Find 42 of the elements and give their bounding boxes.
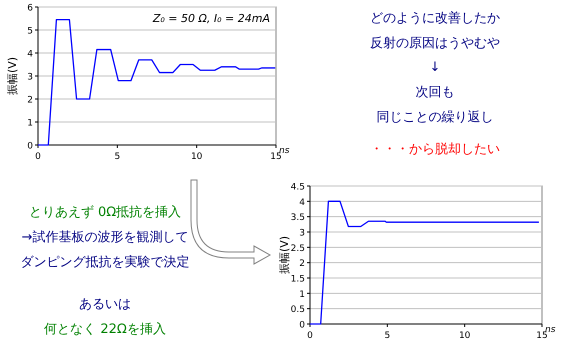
text: あるいは xyxy=(79,297,131,312)
annotation: Z₀ = 50 Ω, I₀ = 24mA xyxy=(152,12,270,25)
text: とりあえず 0Ω抵抗を挿入 xyxy=(28,205,182,220)
y-tick-label: 2.5 xyxy=(290,244,305,254)
x-axis-title: ns xyxy=(279,146,290,156)
text: 同じことの繰り返し xyxy=(376,110,494,125)
y-tick-label: 3.5 xyxy=(290,213,305,224)
y-tick-label: 1 xyxy=(27,118,33,128)
text: 何となく 22Ωを挿入 xyxy=(44,322,166,337)
text: 次回も xyxy=(416,85,454,100)
y-axis-title: 振幅(V) xyxy=(6,56,19,96)
y-tick-label: 1.5 xyxy=(290,274,305,284)
y-tick-label: 4 xyxy=(299,198,306,208)
y-tick-label: 5 xyxy=(27,26,33,36)
text: ・・・から脱却したい xyxy=(370,142,500,157)
x-tick-label: 10 xyxy=(190,152,203,162)
text: どのように改善したか xyxy=(370,10,500,26)
x-tick-label: 5 xyxy=(384,331,390,341)
y-tick-label: 4.5 xyxy=(290,182,305,192)
text: 反射の原因はうやむや xyxy=(370,36,500,51)
x-tick-label: 15 xyxy=(270,152,282,162)
y-tick-label: 1 xyxy=(299,290,305,300)
text: ダンピング抵抗を実験で決定 xyxy=(20,254,190,270)
x-axis-title: ns xyxy=(545,325,556,335)
x-tick-label: 0 xyxy=(307,331,314,341)
x-tick-label: 15 xyxy=(536,331,548,341)
y-tick-label: 2 xyxy=(299,259,305,270)
y-tick-label: 0.5 xyxy=(290,305,305,316)
y-tick-label: 0 xyxy=(299,320,306,330)
y-tick-label: 6 xyxy=(27,4,34,14)
line-series xyxy=(309,200,540,325)
y-tick-label: 2 xyxy=(27,96,33,106)
text: →試作基板の波形を観測して xyxy=(22,230,188,245)
x-tick-label: 10 xyxy=(458,331,471,341)
x-tick-label: 5 xyxy=(114,152,120,162)
y-tick-label: 4 xyxy=(27,50,34,60)
x-tick-label: 0 xyxy=(35,152,42,162)
text: ↓ xyxy=(430,60,440,75)
y-tick-label: 3 xyxy=(299,228,305,238)
y-axis-title: 振幅(V) xyxy=(278,236,291,274)
y-tick-label: 0 xyxy=(27,142,34,152)
y-tick-label: 3 xyxy=(27,72,33,82)
